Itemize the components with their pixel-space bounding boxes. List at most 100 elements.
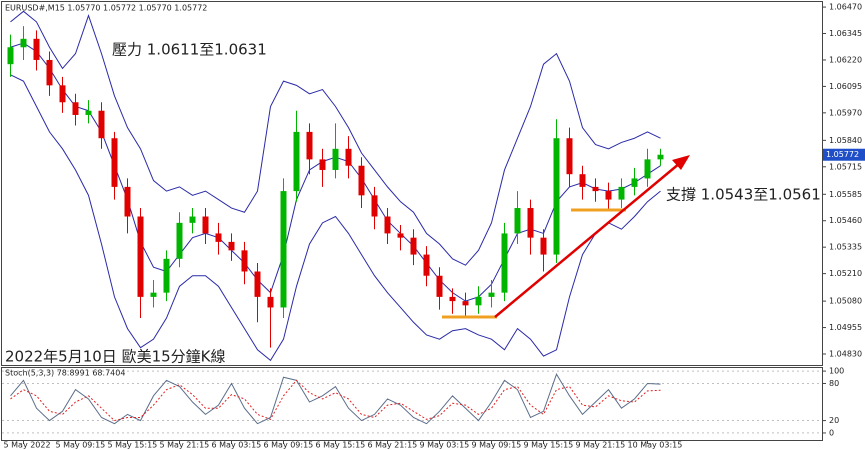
candle-body	[488, 292, 495, 297]
y-tick-label: 1.05080	[829, 297, 862, 306]
candle-body	[605, 191, 612, 200]
x-tick-label: 9 May 09:15	[472, 441, 522, 450]
resistance-note: 壓力 1.0611至1.0631	[112, 41, 267, 59]
candle-body	[137, 216, 144, 297]
candle-body	[371, 195, 378, 217]
candle-body	[319, 159, 326, 170]
y-tick-label: 1.06345	[829, 29, 862, 38]
candle-body	[553, 138, 560, 255]
candle-body	[345, 148, 352, 166]
stoch-header: Stoch(5,3,3) 78.8991 68.7404	[5, 369, 125, 378]
symbol-header: EURUSD#,M15 1.05770 1.05772 1.05770 1.05…	[5, 4, 207, 13]
candle-body	[59, 85, 66, 103]
stoch-pane	[1, 367, 823, 441]
candle-body	[280, 191, 287, 308]
x-tick-label: 5 May 09:15	[56, 441, 106, 450]
candle-body	[384, 216, 391, 234]
candle-body	[293, 131, 300, 192]
x-tick-label: 5 May 15:15	[108, 441, 158, 450]
y-tick-label: 1.06220	[829, 55, 862, 64]
candle-body	[475, 296, 482, 306]
candle-body	[72, 102, 79, 115]
candle-body	[579, 174, 586, 187]
x-tick-label: 9 May 03:15	[420, 441, 470, 450]
y-tick-label: 1.05460	[829, 216, 862, 225]
candle-body	[215, 233, 222, 242]
x-tick-label: 6 May 09:15	[264, 441, 314, 450]
support-note: 支撐 1.0543至1.0561	[666, 186, 821, 204]
x-tick-label: 5 May 21:15	[160, 441, 210, 450]
candle-body	[202, 216, 209, 234]
candle-body	[332, 148, 339, 170]
candle-body	[33, 38, 40, 60]
date-note: 2022年5月10日 歐美15分鐘K線	[5, 348, 226, 366]
candle-body	[540, 237, 547, 255]
candle-body	[397, 233, 404, 238]
y-tick-label: 1.05970	[829, 108, 862, 117]
y-tick-label: 1.06095	[829, 82, 862, 91]
price-label: 1.05772	[826, 150, 859, 159]
candle-body	[85, 110, 92, 115]
candle-body	[631, 178, 638, 187]
y-tick-label: 20	[829, 416, 839, 425]
series-line	[10, 74, 661, 362]
y-tick-label: 1.06470	[829, 3, 862, 12]
candle-body	[163, 258, 170, 293]
candle-body	[657, 154, 664, 160]
candle-body	[7, 47, 14, 65]
y-tick-label: 1.05335	[829, 243, 862, 252]
y-tick-label: 1.05210	[829, 269, 862, 278]
x-tick-label: 9 May 15:15	[524, 441, 574, 450]
plot: 1.06470 1.06345 1.06220 1.06095 1.05970 1.058…	[2, 3, 865, 450]
main-pane	[1, 1, 823, 366]
candle-body	[462, 301, 469, 306]
arrow-head	[672, 155, 690, 170]
candle-body	[176, 222, 183, 259]
series-line	[10, 373, 661, 425]
x-tick-label: 6 May 21:15	[368, 441, 418, 450]
candle-body	[358, 165, 365, 196]
price-box	[823, 148, 865, 161]
candle-body	[644, 159, 651, 179]
y-tick-label: 0	[829, 428, 834, 437]
candle-body	[189, 216, 196, 223]
candle-body	[124, 186, 131, 217]
y-tick-label: 100	[829, 367, 844, 376]
candle-body	[228, 241, 235, 251]
y-tick-label: 80	[829, 379, 839, 388]
candle-body	[267, 296, 274, 308]
candle-body	[254, 271, 261, 297]
y-tick-label: 1.04830	[829, 350, 862, 359]
candle-body	[20, 38, 27, 48]
candle-body	[527, 208, 534, 238]
trend-arrow	[494, 162, 681, 318]
x-tick-label: 10 May 03:15	[628, 441, 683, 450]
candle-body	[618, 186, 625, 200]
candle-body	[514, 208, 521, 234]
candle-body	[98, 110, 105, 139]
y-tick-label: 1.05715	[829, 162, 862, 171]
candle-body	[592, 186, 599, 192]
y-tick-label: 1.05585	[829, 190, 862, 199]
candle-body	[241, 250, 248, 272]
candle-body	[501, 233, 508, 293]
candle-body	[449, 296, 456, 302]
x-tick-label: 6 May 15:15	[316, 441, 366, 450]
candle-body	[566, 138, 573, 175]
series-line	[10, 379, 661, 422]
candle-body	[150, 292, 157, 297]
y-tick-label: 1.04955	[829, 323, 862, 332]
x-tick-label: 9 May 21:15	[576, 441, 626, 450]
candle-body	[423, 254, 430, 276]
x-tick-label: 5 May 2022	[4, 441, 51, 450]
candle-body	[436, 275, 443, 297]
candle-body	[306, 131, 313, 160]
candle-body	[46, 59, 53, 86]
candle-body	[111, 138, 118, 187]
series-line	[10, 10, 661, 266]
x-tick-label: 6 May 03:15	[212, 441, 262, 450]
candle-body	[410, 237, 417, 255]
y-tick-label: 1.05840	[829, 136, 862, 145]
